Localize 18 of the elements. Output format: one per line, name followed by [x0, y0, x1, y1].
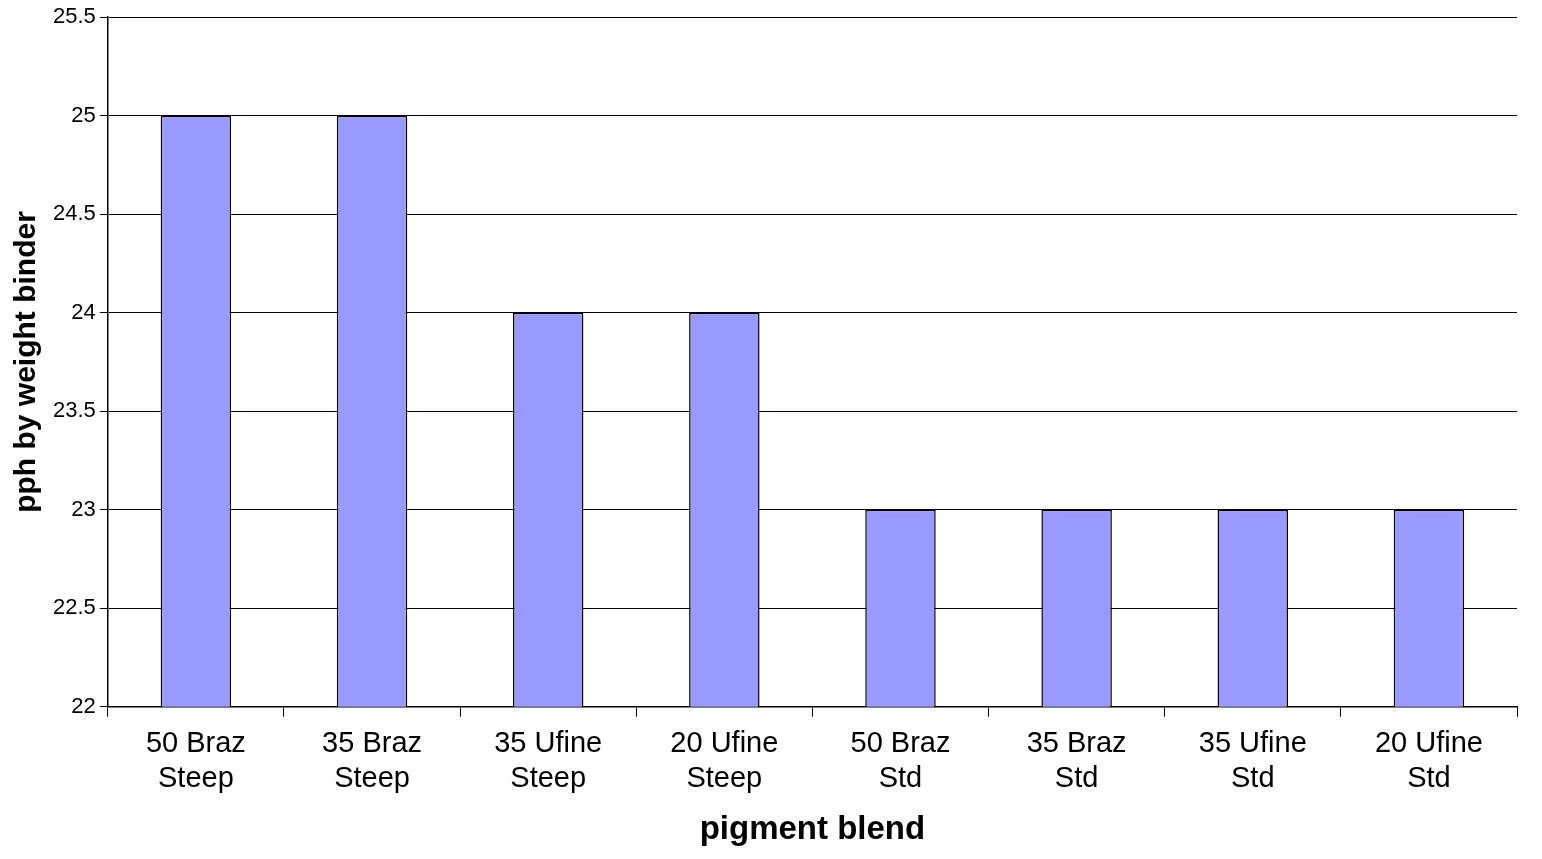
x-axis-title: pigment blend: [699, 809, 926, 847]
y-axis-title: pph by weight binder: [8, 210, 42, 513]
y-tick-label: 22.5: [52, 594, 96, 620]
x-tick-label: 20 Ufine Steep: [670, 726, 779, 793]
x-tick-label: 20 Ufine Std: [1374, 726, 1483, 793]
x-tick-label: 35 Braz Std: [1026, 726, 1127, 793]
y-tick-label: 23: [71, 495, 96, 521]
y-tick-label: 24: [71, 298, 96, 324]
y-tick-label: 24.5: [52, 200, 96, 226]
y-tick-label: 23.5: [52, 397, 96, 423]
y-tick-label: 25.5: [52, 3, 96, 29]
y-tick-label: 22: [71, 692, 96, 718]
y-tick-label: 25: [71, 101, 96, 127]
x-tick-label: 35 Ufine Std: [1198, 726, 1307, 793]
x-tick-label: 50 Braz Std: [850, 726, 951, 793]
x-tick-label: 50 Braz Steep: [145, 726, 246, 793]
x-tick-label: 35 Ufine Steep: [494, 726, 603, 793]
x-tick-label: 35 Braz Steep: [322, 726, 423, 793]
